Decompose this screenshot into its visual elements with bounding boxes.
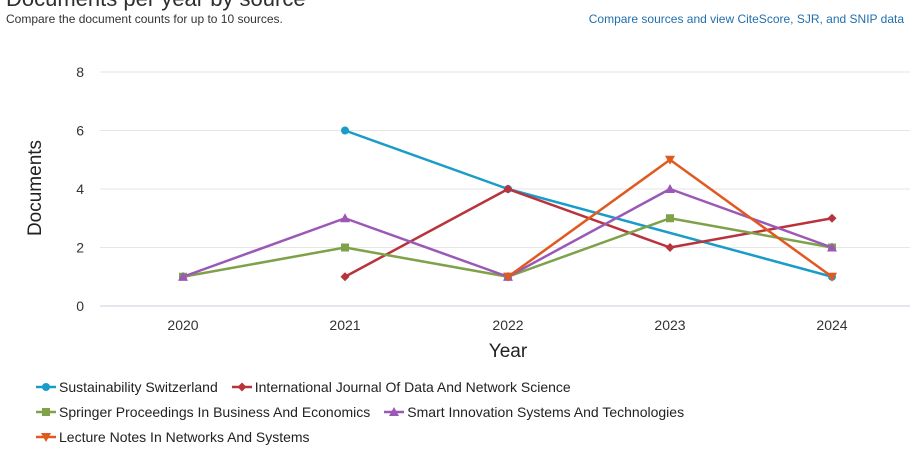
legend-label: Smart Innovation Systems And Technologie… <box>407 403 685 420</box>
data-point[interactable] <box>341 126 349 135</box>
data-point[interactable] <box>340 272 350 282</box>
series-line <box>344 129 833 278</box>
legend-item[interactable]: Lecture Notes In Networks And Systems <box>36 429 310 445</box>
data-point[interactable] <box>340 213 350 223</box>
x-axis-ticks: 2020 2021 2022 2023 2024 <box>167 317 847 333</box>
x-axis-title: Year <box>489 341 528 362</box>
x-tick-label: 2024 <box>816 317 847 333</box>
legend-marker[interactable] <box>41 432 51 442</box>
data-point[interactable] <box>665 184 675 193</box>
legend-symbol-icon <box>36 407 56 416</box>
legend-label: International Journal Of Data And Networ… <box>254 378 571 395</box>
legend-marker[interactable] <box>237 382 247 391</box>
legend-item[interactable]: Sustainability Switzerland <box>36 379 218 395</box>
data-point[interactable] <box>827 242 837 252</box>
data-point[interactable] <box>178 271 188 281</box>
legend-symbol-icon <box>36 432 56 442</box>
legend-label: Springer Proceedings In Business And Eco… <box>59 403 371 420</box>
legend-row: Lecture Notes In Networks And Systems <box>36 424 698 449</box>
line-chart: 0 2 4 6 8 2020 2021 2022 2023 2024 Documents Yea… <box>25 64 910 362</box>
legend-label: Sustainability Switzerland <box>59 378 218 395</box>
legend-symbol-icon <box>36 382 56 391</box>
x-tick-label: 2023 <box>654 317 685 333</box>
data-point[interactable] <box>827 213 837 223</box>
data-point[interactable] <box>666 214 674 223</box>
series-line <box>182 187 833 278</box>
x-tick-label: 2021 <box>329 317 360 333</box>
legend-marker[interactable] <box>42 407 50 416</box>
y-tick-label: 0 <box>76 298 84 314</box>
legend-row: Springer Proceedings In Business And Eco… <box>36 399 698 424</box>
legend-marker[interactable] <box>389 406 400 416</box>
legend-item[interactable]: International Journal Of Data And Networ… <box>231 378 571 395</box>
legend-symbol-icon <box>231 382 252 391</box>
legend-marker[interactable] <box>42 382 50 391</box>
legend-row: Sustainability Switzerland International … <box>36 374 698 399</box>
legend-item[interactable]: Smart Innovation Systems And Technologie… <box>384 404 684 420</box>
legend-label: Lecture Notes In Networks And Systems <box>59 428 310 445</box>
data-point[interactable] <box>503 272 513 282</box>
y-tick-label: 2 <box>76 240 84 256</box>
legend-symbol-icon <box>384 406 405 416</box>
compare-sources-link[interactable]: Compare sources and view CiteScore, SJR,… <box>588 12 904 26</box>
series-lines <box>178 126 837 282</box>
y-tick-label: 4 <box>76 181 84 197</box>
series-1 <box>341 126 836 281</box>
data-point[interactable] <box>341 243 349 252</box>
x-tick-label: 2022 <box>492 317 523 333</box>
data-point[interactable] <box>665 155 675 165</box>
data-point[interactable] <box>827 272 837 282</box>
data-point[interactable] <box>665 243 675 252</box>
legend-item[interactable]: Springer Proceedings In Business And Eco… <box>36 404 370 420</box>
y-axis-ticks: 0 2 4 6 8 <box>76 64 84 314</box>
data-point[interactable] <box>503 184 513 194</box>
chart-title: Documents per year by source <box>6 0 306 12</box>
chart-subtitle: Compare the document counts for up to 10… <box>6 12 283 26</box>
x-tick-label: 2020 <box>167 317 198 333</box>
series-4 <box>178 184 837 281</box>
series-5 <box>503 155 837 282</box>
y-tick-label: 6 <box>76 123 84 139</box>
legend: Sustainability Switzerland International … <box>36 374 698 449</box>
y-tick-label: 8 <box>76 64 84 80</box>
y-axis-title: Documents <box>25 140 46 236</box>
